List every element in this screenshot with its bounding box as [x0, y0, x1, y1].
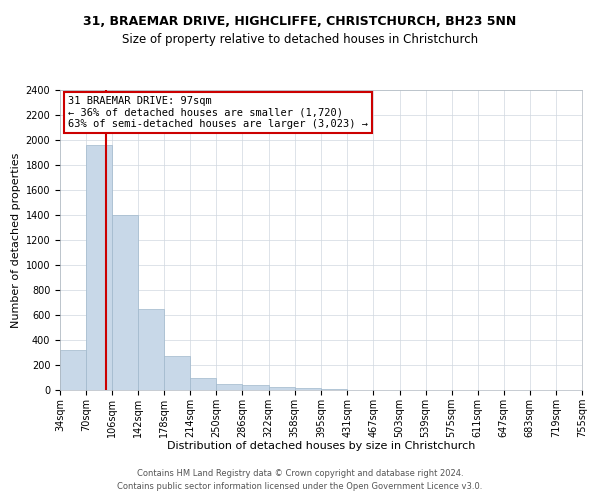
Bar — [190, 378, 217, 390]
Text: Contains public sector information licensed under the Open Government Licence v3: Contains public sector information licen… — [118, 482, 482, 491]
Text: Contains HM Land Registry data © Crown copyright and database right 2024.: Contains HM Land Registry data © Crown c… — [137, 468, 463, 477]
Bar — [86, 145, 112, 390]
Text: 31, BRAEMAR DRIVE, HIGHCLIFFE, CHRISTCHURCH, BH23 5NN: 31, BRAEMAR DRIVE, HIGHCLIFFE, CHRISTCHU… — [83, 15, 517, 28]
Bar — [295, 388, 320, 390]
X-axis label: Distribution of detached houses by size in Christchurch: Distribution of detached houses by size … — [167, 442, 475, 452]
Bar — [242, 385, 269, 390]
Text: 31 BRAEMAR DRIVE: 97sqm
← 36% of detached houses are smaller (1,720)
63% of semi: 31 BRAEMAR DRIVE: 97sqm ← 36% of detache… — [68, 96, 368, 129]
Text: Size of property relative to detached houses in Christchurch: Size of property relative to detached ho… — [122, 32, 478, 46]
Bar — [269, 386, 295, 390]
Bar — [138, 308, 164, 390]
Bar — [164, 356, 190, 390]
Y-axis label: Number of detached properties: Number of detached properties — [11, 152, 22, 328]
Bar — [60, 350, 86, 390]
Bar — [322, 389, 347, 390]
Bar — [112, 215, 138, 390]
Bar — [217, 384, 242, 390]
